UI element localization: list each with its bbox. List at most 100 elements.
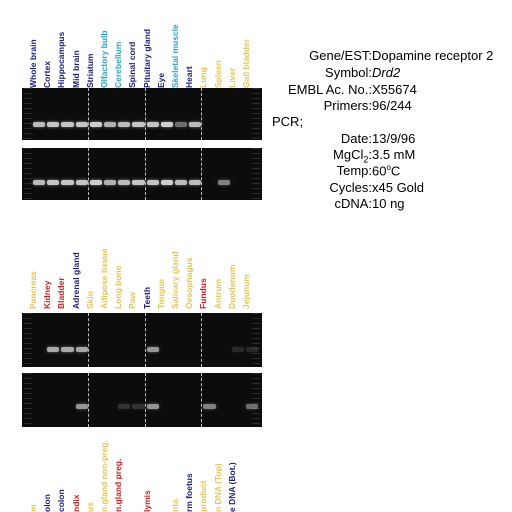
pcr-band: [33, 122, 46, 127]
lane-label: Tongue: [155, 278, 166, 309]
pcr-band: [175, 122, 188, 127]
gene-key: Gene/EST:: [309, 48, 372, 63]
pcr-band: [47, 180, 60, 185]
lane-label: Salivary gland: [170, 251, 180, 309]
ladder-left: [24, 88, 32, 140]
lane-label: Adrenal gland: [70, 252, 81, 309]
embl-key: EMBL Ac. No.:: [287, 82, 372, 97]
pcr-band: [175, 180, 188, 185]
pcr-label: PCR;: [272, 114, 304, 129]
lane-label: Bladder: [56, 277, 67, 309]
lane-label: Hippocampus: [56, 31, 67, 88]
symbol-key: Symbol:: [325, 65, 372, 80]
lane-label: Striatum: [84, 53, 95, 88]
lane-label: Long bone: [113, 265, 124, 309]
lane-group-divider: [87, 313, 89, 367]
panel1-gel-bottom: [22, 148, 262, 200]
cycles-row: Cycles: x45 Gold: [268, 180, 512, 196]
pcr-band: [217, 180, 230, 185]
lane-label: nta: [170, 499, 180, 512]
lane-label: Kidney: [42, 280, 53, 309]
pcr-band: [118, 122, 131, 127]
pcr-band: [246, 347, 259, 352]
ladder-left: [24, 148, 32, 200]
lane-group-divider: [144, 148, 146, 200]
lane-label: Adipose tissue: [99, 248, 109, 309]
lane-label: product: [198, 480, 209, 512]
pcr-band: [61, 180, 74, 185]
lane-label: ndix: [70, 494, 81, 512]
mgcl-key: MgCl2:: [333, 147, 372, 165]
panel2-gel-top: [22, 313, 262, 367]
date-key: Date:: [340, 131, 372, 146]
temp-value: 60oC: [372, 163, 400, 178]
pcr-band: [203, 404, 216, 409]
panel1-gel-top: [22, 88, 262, 140]
lane-group-divider: [144, 313, 146, 367]
ladder-right: [252, 148, 260, 200]
pcr-band: [104, 122, 117, 127]
pcr-band: [132, 404, 145, 409]
lane-label: Spleen: [212, 60, 223, 88]
pcr-band: [75, 122, 88, 127]
mgcl-row: MgCl2: 3.5 mM: [268, 147, 512, 165]
temp-row: Temp: 60oC: [268, 163, 512, 179]
lane-label: Antrum: [212, 278, 223, 309]
gene-value: Dopamine receptor 2: [372, 48, 494, 63]
temp-unit: C: [390, 163, 401, 179]
lane-group-divider: [201, 88, 203, 140]
pcr-band: [47, 122, 60, 127]
primers-row: Primers: 96/244: [268, 98, 512, 114]
primers-value: 96/244: [372, 98, 412, 113]
lane-label: us: [84, 502, 95, 512]
pcr-band: [89, 122, 102, 127]
lane-label: olon: [42, 494, 53, 512]
lane-label: Lung: [198, 67, 209, 88]
ladder-left: [24, 313, 32, 367]
lane-label: Teeth: [141, 286, 152, 309]
pcr-band: [75, 404, 88, 409]
ladder-right: [252, 88, 260, 140]
cdna-value: 10 ng: [372, 196, 405, 211]
mgcl-value: 3.5 mM: [372, 147, 416, 162]
temp-number: 60: [372, 163, 387, 179]
pcr-band: [118, 404, 131, 409]
lane-label: Oesophagus: [184, 257, 195, 309]
pcr-band: [146, 180, 159, 185]
ladder-right: [252, 373, 260, 427]
lane-label: Pituitary gland: [141, 28, 152, 88]
pcr-band: [118, 180, 131, 185]
cdna-row: cDNA: 10 ng: [268, 196, 512, 212]
pcr-band: [61, 347, 74, 352]
lane-label: Pancreas: [28, 271, 38, 309]
cycles-key: Cycles:: [329, 180, 372, 195]
lane-group-divider: [201, 148, 203, 200]
pcr-band: [146, 347, 159, 352]
lane-label: Skin: [84, 291, 95, 309]
symbol-row: Symbol: Drd2: [268, 65, 512, 81]
ladder-left: [24, 373, 32, 427]
lane-label: Whole brain: [28, 39, 38, 88]
lane-label: n.gland preg.: [113, 458, 124, 512]
lane-label: m: [28, 504, 38, 512]
lane-label: Olfactory bulb: [99, 30, 109, 88]
pcr-band: [146, 404, 159, 409]
lane-group-divider: [87, 148, 89, 200]
panel1-lane-labels: Whole brain Cortex Hippocampus Mid brain Str…: [22, 8, 262, 88]
embl-value: X55674: [372, 82, 417, 97]
temp-key: Temp:: [336, 163, 372, 178]
lane-label: rm foetus: [184, 473, 195, 512]
lane-label: Eye: [155, 72, 166, 88]
lane-label: Gall bladder: [241, 38, 251, 88]
lane-group-divider: [87, 373, 89, 427]
pcr-band: [146, 122, 159, 127]
lane-label: Cortex: [42, 61, 53, 88]
lane-group-divider: [87, 88, 89, 140]
date-value: 13/9/96: [372, 131, 416, 146]
lane-label: Spinal cord: [127, 41, 138, 88]
gene-row: Gene/EST: Dopamine receptor 2: [268, 48, 512, 64]
pcr-band: [132, 180, 145, 185]
date-row: Date: 13/9/96: [268, 131, 512, 147]
pcr-band: [61, 122, 74, 127]
panel2-gel-bottom: [22, 373, 262, 427]
